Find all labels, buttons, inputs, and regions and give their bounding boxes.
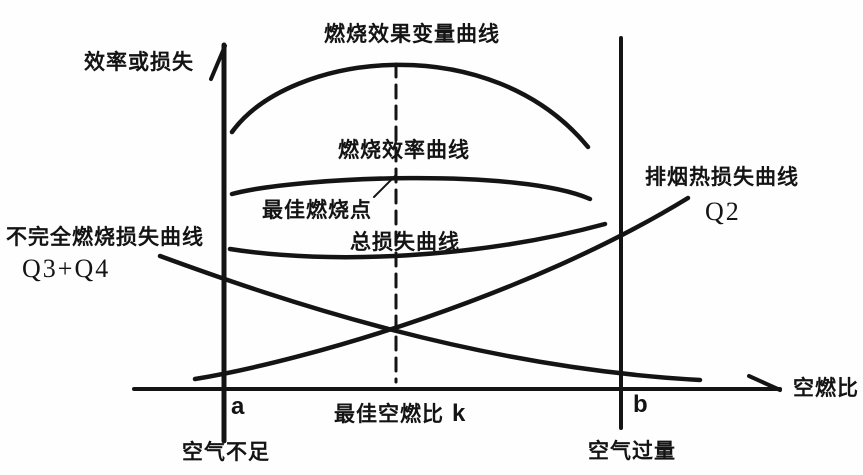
exhaust-loss-code-label: Q2 xyxy=(705,197,741,226)
y-axis-arrow-icon xyxy=(209,44,227,81)
efficiency-curve xyxy=(229,175,593,202)
exhaust-loss-curve-label: 排烟热损失曲线 xyxy=(645,166,799,189)
k-tick-label: k xyxy=(452,400,466,427)
y-axis-label: 效率或损失 xyxy=(84,51,194,74)
x-axis-label: 空燃比 xyxy=(793,377,859,400)
effect-curve xyxy=(229,62,591,150)
best-point-label: 最佳燃烧点 xyxy=(262,199,372,222)
exhaust-loss-curve xyxy=(192,195,691,382)
excess-air-zone-label: 空气过量 xyxy=(588,440,676,463)
a-tick-label: a xyxy=(231,393,245,420)
insufficient-air-zone-label: 空气不足 xyxy=(182,441,270,464)
incomplete-loss-code-label: Q3+Q4 xyxy=(22,254,111,283)
effect-curve-label: 燃烧效果变量曲线 xyxy=(324,23,500,46)
total-loss-curve xyxy=(227,221,608,260)
total-loss-curve-label: 总损失曲线 xyxy=(350,231,460,254)
best-ratio-label: 最佳空燃比 xyxy=(334,403,444,426)
x-axis-arrow-icon xyxy=(747,374,782,392)
efficiency-curve-label: 燃烧效率曲线 xyxy=(338,139,470,162)
incomplete-loss-curve-label: 不完全燃烧损失曲线 xyxy=(6,226,204,249)
b-tick-label: b xyxy=(633,391,648,418)
